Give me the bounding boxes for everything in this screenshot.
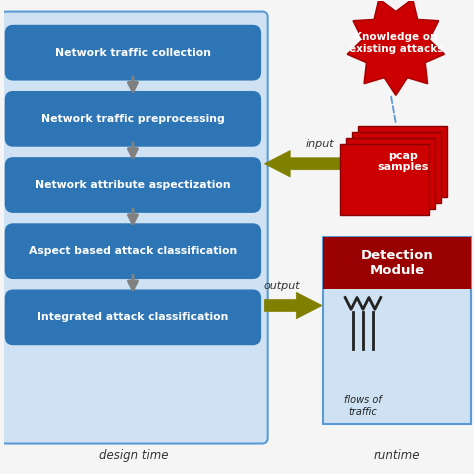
Text: input: input bbox=[305, 139, 334, 149]
Text: Network traffic preprocessing: Network traffic preprocessing bbox=[41, 114, 225, 124]
FancyBboxPatch shape bbox=[358, 126, 447, 197]
Text: Aspect based attack classification: Aspect based attack classification bbox=[29, 246, 237, 256]
FancyBboxPatch shape bbox=[5, 223, 261, 279]
FancyBboxPatch shape bbox=[352, 132, 441, 203]
Polygon shape bbox=[347, 0, 445, 95]
FancyBboxPatch shape bbox=[5, 157, 261, 213]
FancyBboxPatch shape bbox=[323, 237, 471, 289]
Text: pcap
samples: pcap samples bbox=[377, 151, 428, 172]
Text: Detection
Module: Detection Module bbox=[361, 249, 433, 277]
Text: design time: design time bbox=[100, 449, 169, 462]
FancyBboxPatch shape bbox=[5, 91, 261, 147]
Polygon shape bbox=[264, 292, 322, 319]
Text: Integrated attack classification: Integrated attack classification bbox=[37, 312, 228, 322]
Text: output: output bbox=[263, 281, 300, 291]
FancyBboxPatch shape bbox=[346, 138, 435, 209]
Polygon shape bbox=[264, 151, 346, 177]
Text: flows of
traffic: flows of traffic bbox=[344, 395, 382, 417]
FancyBboxPatch shape bbox=[5, 25, 261, 81]
FancyBboxPatch shape bbox=[323, 237, 471, 424]
Text: Network traffic collection: Network traffic collection bbox=[55, 48, 211, 58]
Text: Knowledge on
existing attacks: Knowledge on existing attacks bbox=[349, 32, 443, 54]
FancyBboxPatch shape bbox=[5, 290, 261, 345]
FancyBboxPatch shape bbox=[0, 11, 268, 444]
FancyBboxPatch shape bbox=[340, 145, 429, 215]
Text: runtime: runtime bbox=[374, 449, 420, 462]
Text: Network attribute aspectization: Network attribute aspectization bbox=[35, 180, 231, 190]
